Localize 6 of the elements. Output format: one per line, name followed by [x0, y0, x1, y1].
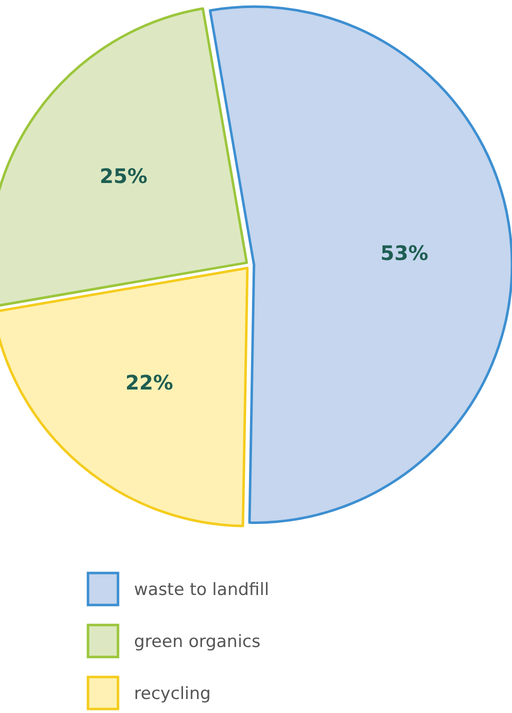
data-label: 53% [380, 241, 428, 266]
data-label: 25% [100, 164, 148, 188]
legend-label: waste to landfill [134, 580, 270, 600]
legend-label: recycling [134, 684, 211, 704]
data-label: 22% [125, 370, 174, 395]
legend-label: green organics [134, 632, 261, 652]
